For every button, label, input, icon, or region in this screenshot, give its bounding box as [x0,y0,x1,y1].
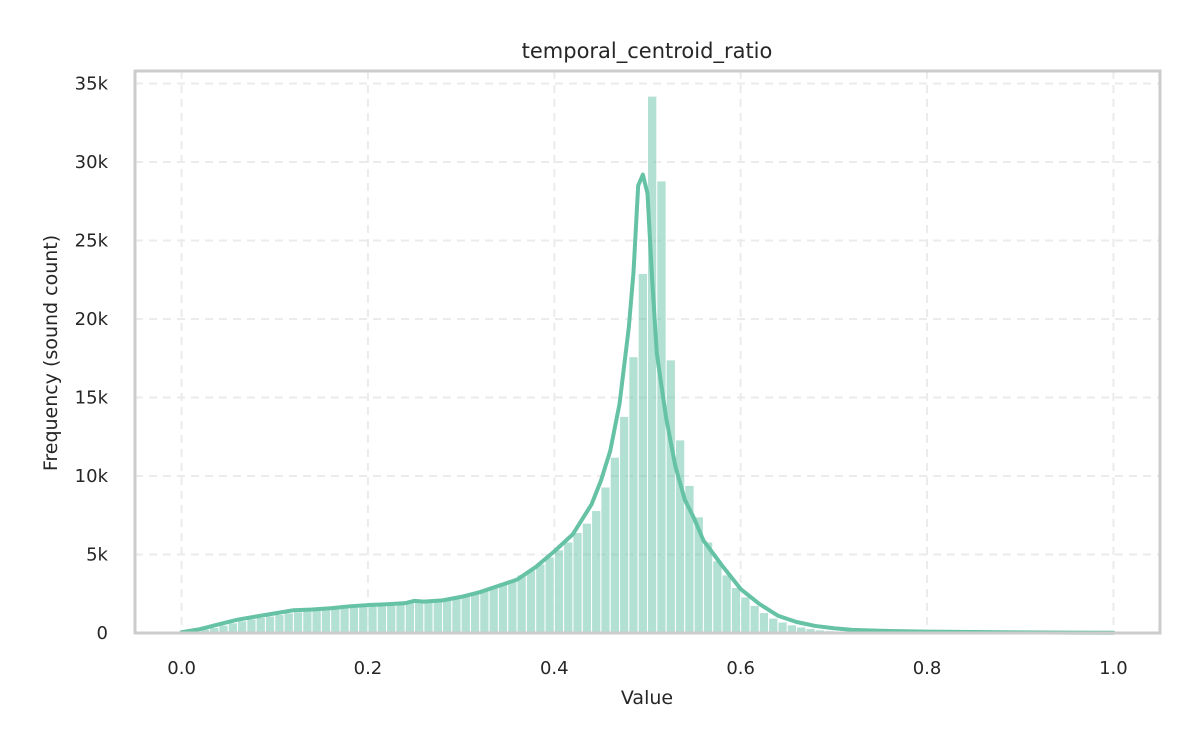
histogram-bar [237,620,248,634]
x-axis-label: Value [621,687,673,709]
histogram-bar [516,574,527,634]
histogram-bar [665,359,676,634]
histogram-bar [637,273,649,634]
histogram-bar [535,563,546,634]
kde-curve [179,172,1116,635]
histogram-bar [469,591,481,634]
y-tick-label: 10k [75,466,109,487]
histogram-bar [572,532,583,634]
histogram-bar [619,415,630,634]
histogram-bar [264,615,276,634]
histogram-bar [758,612,770,634]
y-axis-ticks: 0 5k 10k 15k 20k 25k 30k 35k [75,74,109,644]
histogram-bar [367,604,378,634]
histogram-bar [283,612,294,634]
plot-frame [133,69,1162,635]
histogram-bar [246,618,257,634]
y-axis-label: Frequency (sound count) [40,235,62,471]
x-tick-label: 0.4 [540,658,569,679]
histogram-bar [525,569,537,634]
histogram-bar [647,95,658,634]
y-tick-label: 0 [97,623,108,644]
histogram-bar [376,603,388,634]
histogram-bar [591,510,602,634]
histogram-bar [451,597,462,634]
histogram-bar [320,609,332,634]
histogram-bar [358,605,369,634]
x-tick-label: 0.0 [167,658,196,679]
histogram-bar [730,586,742,634]
chart-title: temporal_centroid_ratio [522,39,773,64]
histogram-bar [442,598,453,634]
histogram-bar [721,574,732,634]
histogram-bar [255,616,266,634]
histogram-bar [311,609,322,634]
histogram-bar [553,549,565,634]
y-tick-label: 20k [75,309,109,330]
histogram-bar [227,622,239,634]
histogram-bar [395,602,406,634]
histogram-bar [292,611,304,634]
histogram-bars [181,95,1114,634]
y-tick-label: 30k [75,152,109,173]
histogram-bar [702,541,714,634]
histogram-bar [628,356,639,634]
histogram-bar [302,610,313,634]
histogram-bar [563,541,574,634]
histogram-bar [404,601,416,634]
histogram-bar [740,596,751,634]
grid-lines [135,71,1160,633]
histogram-bar [544,556,555,634]
histogram-bar [274,613,285,634]
histogram-bar [768,617,779,634]
histogram-bar [581,522,593,634]
histogram-bar [609,456,621,634]
histogram-bar [348,605,360,634]
histogram-bar [386,603,397,634]
x-tick-label: 0.6 [726,658,755,679]
histogram-bar [460,594,471,634]
x-tick-label: 0.8 [913,658,942,679]
histogram-bar [330,608,341,634]
histogram-bar [423,600,434,634]
x-tick-label: 0.2 [354,658,383,679]
histogram-bar [479,588,490,634]
y-tick-label: 5k [86,545,108,566]
histogram-bar [507,579,518,634]
histogram-bar [497,582,509,634]
histogram-bar [600,486,611,634]
histogram-bar [339,607,350,634]
histogram-bar [414,599,425,634]
x-tick-label: 1.0 [1099,658,1128,679]
x-axis-ticks: 0.0 0.2 0.4 0.6 0.8 1.0 [167,658,1127,679]
y-tick-label: 15k [75,388,109,409]
histogram-bar [488,585,499,634]
histogram-bar [749,605,760,634]
y-tick-label: 35k [75,74,109,95]
histogram-bar [777,621,788,634]
histogram-bar [712,560,723,634]
histogram-bar [432,601,444,634]
y-tick-label: 25k [75,231,109,252]
